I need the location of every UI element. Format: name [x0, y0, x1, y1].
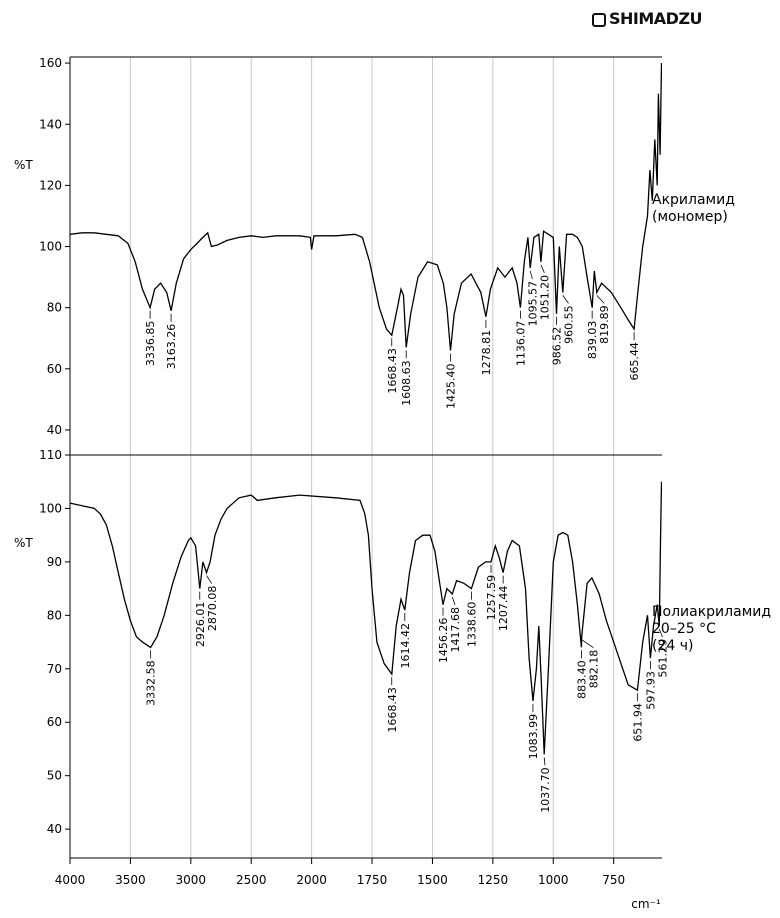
y-tick-label: 60: [47, 715, 62, 729]
y-tick-label: 80: [47, 301, 62, 315]
peak-label: 1207.44: [497, 586, 510, 632]
peak-label: 1278.81: [480, 330, 493, 376]
x-tick-label: 750: [602, 873, 625, 887]
peak-leader: [529, 270, 533, 280]
peak-label: 883.40: [575, 660, 588, 699]
peak-leader: [206, 575, 213, 584]
x-tick-label: 1750: [357, 873, 388, 887]
peak-label: 1608.63: [400, 360, 413, 406]
x-tick-label: 2000: [296, 873, 327, 887]
spectrum-line: [70, 63, 662, 351]
peak-label: 1417.68: [449, 607, 462, 653]
x-tick-label: 3500: [115, 873, 146, 887]
y-tick-label: 120: [39, 178, 62, 192]
peak-label: 1037.70: [539, 767, 552, 813]
x-tick-label: 3000: [176, 873, 207, 887]
peak-label: 1338.60: [465, 602, 478, 648]
peak-label: 1051.20: [538, 275, 551, 321]
peak-label: 1083.99: [527, 714, 540, 760]
y-tick-label: 70: [47, 662, 62, 676]
peak-leader: [451, 596, 456, 606]
peak-label: 665.44: [628, 342, 641, 381]
y-tick-label: 80: [47, 608, 62, 622]
y-axis-label: %T: [14, 536, 33, 550]
peak-leader: [596, 295, 605, 304]
peak-label: 2926.01: [194, 602, 207, 648]
spectrum-line: [70, 481, 662, 755]
series-label: Полиакриламид 20–25 °C (24 ч): [652, 604, 772, 654]
peak-label: 882.18: [587, 650, 600, 689]
peak-label: 986.52: [551, 327, 564, 366]
y-tick-label: 110: [39, 448, 62, 462]
peak-label: 1668.43: [386, 687, 399, 733]
peak-label: 1668.43: [386, 348, 399, 394]
peak-label: 1614.42: [399, 623, 412, 669]
peak-label: 3332.58: [145, 660, 158, 706]
x-tick-label: 1250: [478, 873, 509, 887]
peak-label: 1456.26: [437, 618, 450, 664]
peak-label: 597.93: [644, 671, 657, 710]
peak-label: 960.55: [563, 305, 576, 344]
peak-leader: [540, 264, 545, 273]
peak-label: 1257.59: [485, 575, 498, 621]
y-tick-label: 50: [47, 769, 62, 783]
x-tick-label: 2500: [236, 873, 267, 887]
y-tick-label: 100: [39, 501, 62, 515]
peak-label: 3163.26: [165, 324, 178, 370]
peak-label: 819.89: [598, 305, 611, 344]
y-tick-label: 140: [39, 117, 62, 131]
peak-leader: [658, 628, 663, 638]
peak-label: 2870.08: [206, 586, 219, 632]
x-tick-label: 1000: [538, 873, 569, 887]
peak-leader: [581, 639, 594, 649]
peak-leader: [543, 757, 546, 766]
peak-label: 651.94: [631, 703, 644, 742]
y-tick-label: 60: [47, 362, 62, 376]
y-tick-label: 40: [47, 822, 62, 836]
series-label: Акриламид (мономер): [652, 192, 735, 225]
y-tick-label: 100: [39, 240, 62, 254]
logo-text: SHIMADZU: [609, 9, 703, 28]
peak-label: 1136.07: [514, 321, 527, 367]
peak-label: 561.29: [656, 639, 669, 678]
peak-label: 1095.57: [526, 281, 539, 327]
y-tick-label: 90: [47, 555, 62, 569]
logo-icon: [592, 13, 606, 27]
y-axis-label: %T: [14, 158, 33, 172]
peak-label: 839.03: [586, 321, 599, 360]
peak-leader: [562, 295, 569, 304]
x-tick-label: 4000: [55, 873, 86, 887]
y-tick-label: 40: [47, 423, 62, 437]
x-axis-label: cm⁻¹: [631, 897, 661, 911]
logo: SHIMADZU: [592, 9, 703, 28]
x-tick-label: 1500: [417, 873, 448, 887]
y-tick-label: 160: [39, 56, 62, 70]
peak-label: 1425.40: [444, 363, 457, 409]
peak-label: 3336.85: [144, 321, 157, 367]
